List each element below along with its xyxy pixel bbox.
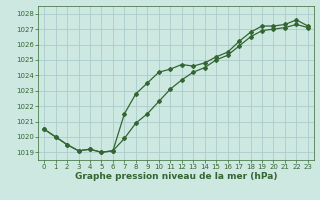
X-axis label: Graphe pression niveau de la mer (hPa): Graphe pression niveau de la mer (hPa) — [75, 172, 277, 181]
